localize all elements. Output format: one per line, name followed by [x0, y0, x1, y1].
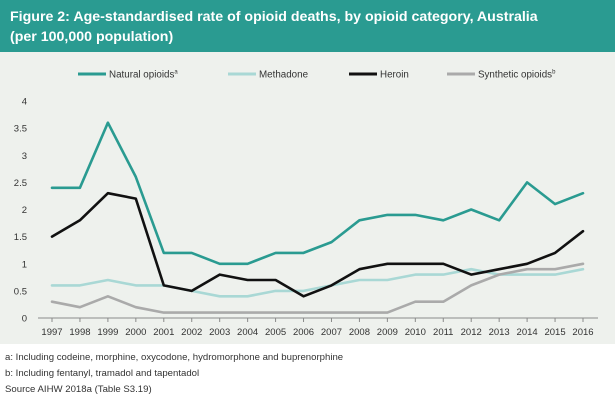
x-tick-label: 2012 [461, 327, 482, 338]
y-tick-label: 4 [22, 97, 27, 108]
x-tick-label: 1999 [97, 327, 118, 338]
x-tick-label: 2007 [321, 327, 342, 338]
figure-title-line-1: Figure 2: Age-standardised rate of opioi… [10, 9, 538, 25]
x-tick-label: 2015 [544, 327, 565, 338]
y-tick-label: 0.5 [14, 286, 27, 297]
x-tick-label: 2003 [209, 327, 230, 338]
figure-notes: a: Including codeine, morphine, oxycodon… [5, 350, 343, 398]
legend-label: Natural opioidsa [109, 70, 178, 81]
x-tick-label: 1997 [41, 327, 62, 338]
legend-label: Methadone [259, 70, 309, 81]
line-chart: Natural opioidsa Methadone Heroin Synthetic… [14, 70, 598, 338]
footnote-a: a: Including codeine, morphine, oxycodon… [5, 352, 344, 363]
footnote-b: b: Including fentanyl, tramadol and tape… [5, 368, 200, 379]
source-note: Source AIHW 2018a (Table S3.19) [5, 384, 152, 395]
series-line [50, 267, 585, 298]
chart-legend: Natural opioidsa Methadone Heroin Synthetic… [78, 70, 556, 81]
legend-label: Synthetic opioidsb [478, 70, 556, 81]
x-tick-label: 2006 [293, 327, 314, 338]
y-tick-label: 2 [22, 205, 27, 216]
y-tick-label: 1 [22, 259, 27, 270]
x-tick-label: 2005 [265, 327, 286, 338]
y-tick-label: 3.5 [14, 124, 27, 135]
x-tick-label: 2008 [349, 327, 370, 338]
figure-title: Figure 2: Age-standardised rate of opioi… [0, 0, 615, 52]
x-tick-label: 2002 [181, 327, 202, 338]
x-tick-label: 2014 [517, 327, 538, 338]
x-tick-label: 2010 [405, 327, 426, 338]
y-tick-label: 1.5 [14, 232, 27, 243]
x-tick-label: 2000 [125, 327, 146, 338]
x-tick-label: 2004 [237, 327, 258, 338]
chart-axes: 0 0.5 1 1.5 2 2.5 3 3.5 4 1997 1998 1999 2000 2001 200… [14, 97, 598, 338]
x-tick-label: 2013 [489, 327, 510, 338]
legend-label: Heroin [380, 70, 409, 81]
x-tick-label: 2011 [433, 327, 453, 338]
x-tick-label: 2001 [153, 327, 174, 338]
series-line [50, 262, 585, 314]
chart-series [50, 121, 585, 314]
x-tick-label: 1998 [69, 327, 90, 338]
y-tick-label: 3 [22, 151, 27, 162]
y-tick-label: 2.5 [14, 178, 27, 189]
y-tick-label: 0 [22, 314, 27, 325]
series-line [50, 191, 585, 298]
series-line [50, 121, 585, 266]
x-tick-label: 2009 [377, 327, 398, 338]
figure-title-line-2: (per 100,000 population) [10, 29, 174, 45]
x-tick-label: 2016 [572, 327, 593, 338]
